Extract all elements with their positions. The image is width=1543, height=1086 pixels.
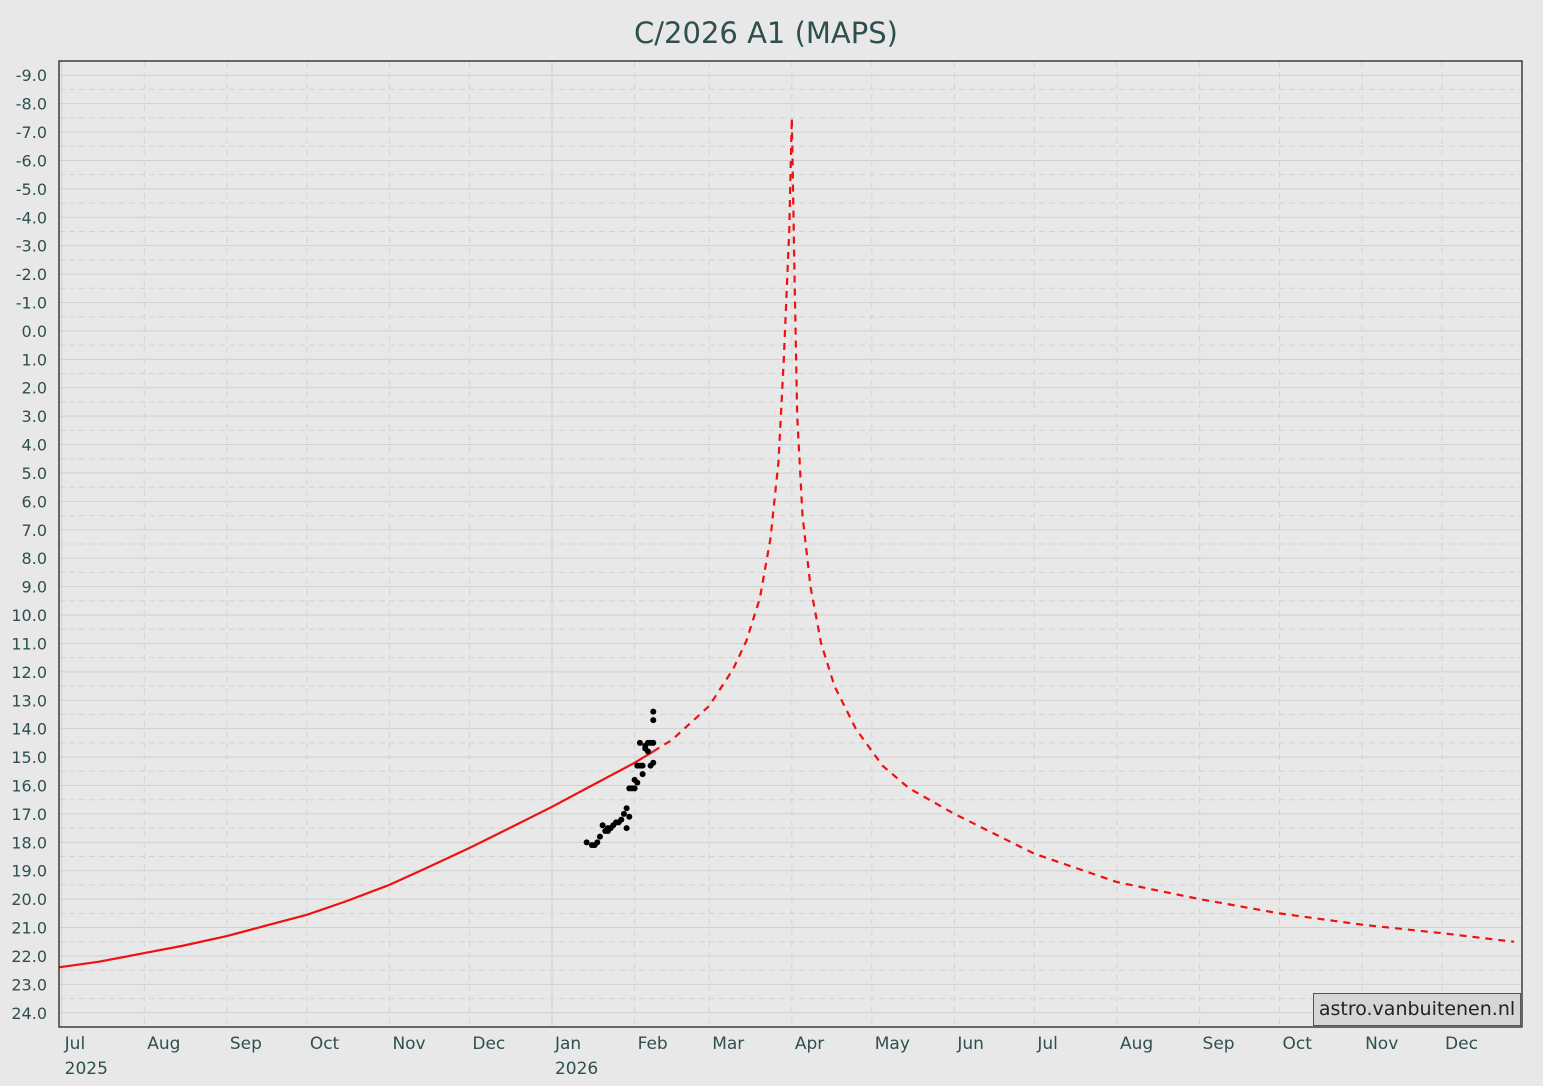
y-tick-label: 17.0 [11, 805, 47, 824]
x-year-label: 2026 [555, 1059, 598, 1079]
y-tick-label: 6.0 [22, 492, 47, 511]
y-tick-label: 12.0 [11, 663, 47, 682]
y-tick-label: 8.0 [22, 549, 47, 568]
x-tick-label: May [875, 1034, 910, 1054]
x-tick-label: Apr [795, 1034, 824, 1054]
chart-title: C/2026 A1 (MAPS) [634, 16, 898, 50]
y-tick-label: 7.0 [22, 521, 47, 540]
observation-point [623, 825, 630, 832]
x-tick-label: Nov [1365, 1034, 1398, 1054]
y-tick-label: 24.0 [11, 1004, 47, 1023]
observation-point [620, 810, 627, 817]
y-tick-label: 0.0 [22, 322, 47, 341]
y-tick-label: -6.0 [16, 151, 47, 170]
observation-point [650, 739, 657, 746]
x-tick-label: Aug [1120, 1034, 1153, 1054]
y-tick-label: -5.0 [16, 180, 47, 199]
y-tick-label: -7.0 [16, 123, 47, 142]
plot-frame [58, 60, 1523, 1028]
x-tick-label: Jan [554, 1034, 581, 1054]
y-tick-label: 20.0 [11, 890, 47, 909]
y-tick-label: 23.0 [11, 975, 47, 994]
y-tick-label: 1.0 [22, 350, 47, 369]
series-group [58, 116, 1515, 969]
y-tick-label: 11.0 [11, 634, 47, 653]
y-axis: -9.0 -8.0 -7.0 -6.0 -5.0 -4.0 -3.0 -2.0 -1.0 0.0 1… [11, 66, 47, 1023]
x-tick-label: Jul [64, 1034, 86, 1054]
observation-point [594, 839, 601, 846]
observation-point [639, 771, 646, 778]
observation-point [650, 759, 657, 766]
y-tick-label: 2.0 [22, 379, 47, 398]
x-tick-label: Aug [147, 1034, 180, 1054]
observation-point [636, 739, 643, 746]
observation-point [650, 708, 657, 715]
y-tick-label: -3.0 [16, 237, 47, 256]
x-tick-label: Feb [638, 1034, 668, 1054]
observation-point [599, 822, 606, 829]
observation-point [618, 816, 625, 823]
y-tick-label: 22.0 [11, 947, 47, 966]
predicted-curve-dashed [652, 116, 1515, 943]
y-tick-label: 21.0 [11, 919, 47, 938]
observation-point [583, 839, 590, 846]
observation-point [626, 813, 633, 820]
x-tick-label: Jul [1036, 1034, 1058, 1054]
observation-point [639, 762, 646, 769]
predicted-curve-solid [58, 750, 654, 969]
observation-point [634, 779, 641, 786]
y-tick-label: 13.0 [11, 691, 47, 710]
y-tick-label: 16.0 [11, 777, 47, 796]
x-tick-label: Sep [1203, 1034, 1235, 1054]
y-tick-label: 5.0 [22, 464, 47, 483]
x-tick-label: Nov [392, 1034, 425, 1054]
observation-point [596, 833, 603, 840]
x-tick-label: Oct [310, 1034, 340, 1054]
y-tick-label: 14.0 [11, 720, 47, 739]
credit-label: astro.vanbuitenen.nl [1313, 993, 1521, 1026]
observation-point [623, 805, 630, 812]
observation-point [631, 785, 638, 792]
x-tick-label: Oct [1282, 1034, 1312, 1054]
y-tick-label: -9.0 [16, 66, 47, 85]
y-tick-label: 4.0 [22, 436, 47, 455]
observation-point [650, 717, 657, 724]
x-tick-label: Dec [472, 1034, 505, 1054]
y-tick-label: -8.0 [16, 95, 47, 114]
y-tick-label: -1.0 [16, 294, 47, 313]
x-year-label: 2025 [65, 1059, 108, 1079]
y-tick-label: -4.0 [16, 208, 47, 227]
observation-point [644, 748, 651, 755]
y-tick-label: 19.0 [11, 862, 47, 881]
y-tick-label: 15.0 [11, 748, 47, 767]
x-tick-label: Mar [712, 1034, 744, 1054]
x-tick-label: Sep [230, 1034, 262, 1054]
y-tick-label: 3.0 [22, 407, 47, 426]
x-axis: Jul 2025 Aug Sep Oct Nov Dec Jan 2026 Feb Mar Apr Ma… [64, 1034, 1478, 1079]
x-tick-label: Jun [956, 1034, 984, 1054]
y-tick-label: -2.0 [16, 265, 47, 284]
y-tick-label: 9.0 [22, 578, 47, 597]
y-tick-label: 10.0 [11, 606, 47, 625]
x-tick-label: Dec [1445, 1034, 1478, 1054]
y-tick-label: 18.0 [11, 833, 47, 852]
